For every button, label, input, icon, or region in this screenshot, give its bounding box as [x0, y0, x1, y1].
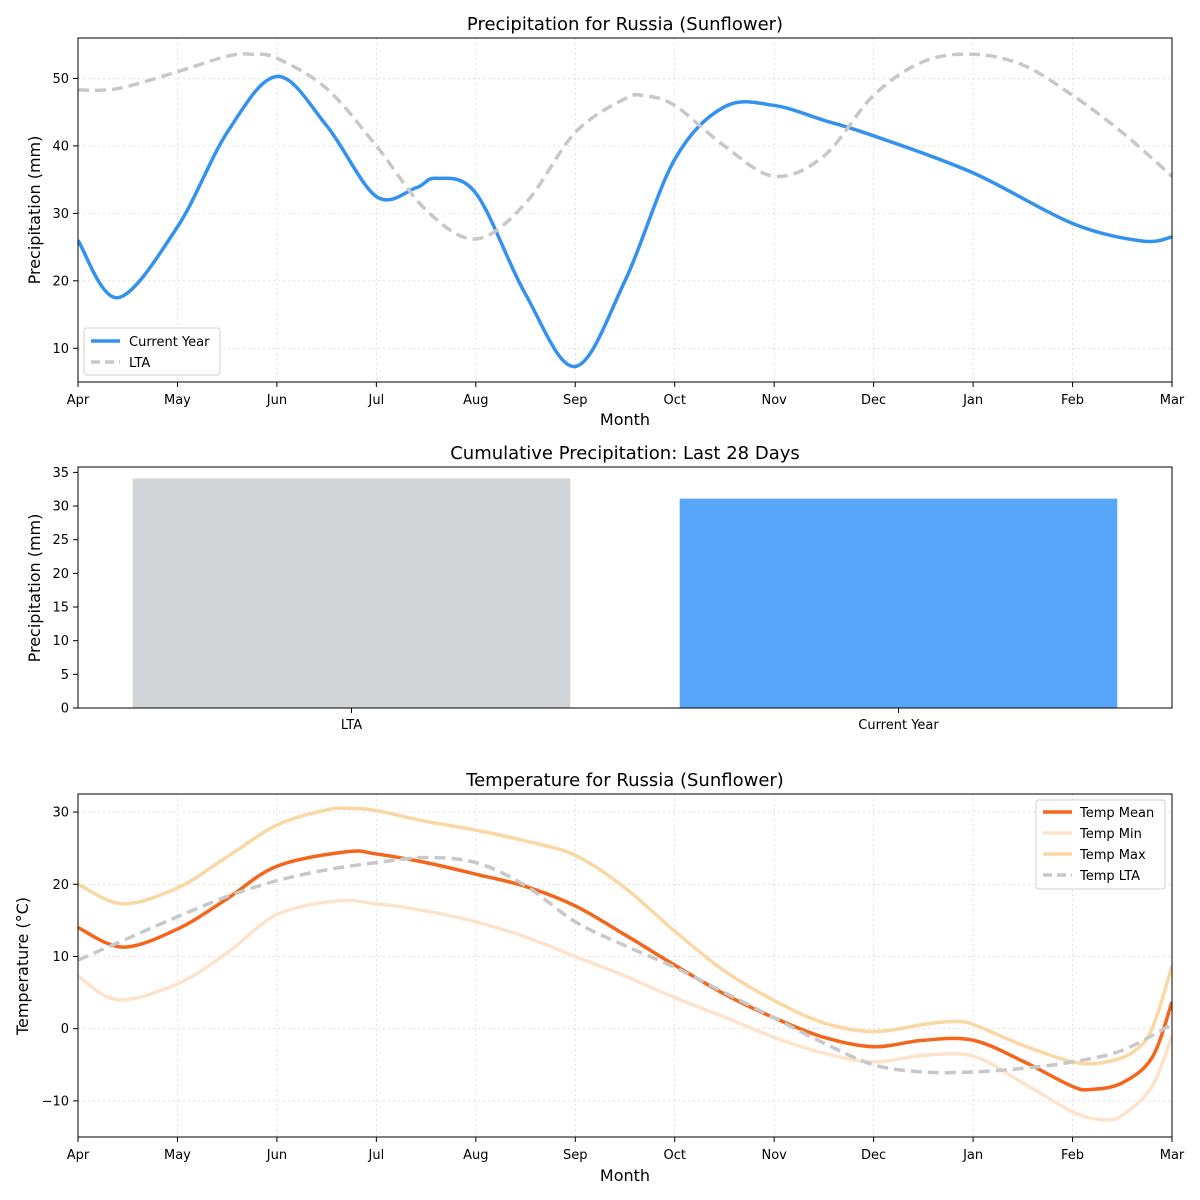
bar-y-tick-label: 5 — [61, 668, 69, 683]
precip-legend-lta: LTA — [129, 356, 150, 371]
temp-x-tick-label: Jul — [368, 1148, 385, 1163]
temp-x-tick-label: Feb — [1061, 1148, 1084, 1163]
temp-chart-title: Temperature for Russia (Sunflower) — [465, 770, 784, 791]
bar-current-year — [679, 498, 1118, 708]
temp-y-axis-title: Temperature (°C) — [13, 897, 32, 1036]
bar-x-tick-label: LTA — [341, 718, 362, 733]
precip-axes: Apr May Jun Jul Aug Sep Oct Nov Dec Jan Feb Mar 10 20… — [52, 72, 1184, 408]
precip-lines — [78, 52, 1172, 369]
bar-lta — [132, 478, 571, 708]
temp-legend-box — [1035, 799, 1166, 890]
temp-x-tick-label: Mar — [1160, 1148, 1185, 1163]
precip-legend: Current Year LTA — [83, 327, 221, 376]
precip-x-tick-label: Dec — [861, 393, 886, 408]
bar-plot-frame — [77, 466, 1173, 709]
bar-x-tick-label: Current Year — [858, 718, 939, 733]
temp-legend-max: Temp Max — [1079, 848, 1146, 863]
precip-x-tick-label: Feb — [1061, 393, 1084, 408]
temp-gridlines — [77, 794, 1173, 1137]
precip-x-tick-label: Oct — [663, 393, 685, 408]
precip-gridlines — [77, 38, 1173, 382]
temp-x-tick-label: Dec — [861, 1148, 886, 1163]
temp-x-tick-label: Nov — [761, 1148, 787, 1163]
bar-y-tick-label: 20 — [52, 567, 69, 582]
cumulative-bar-chart: Cumulative Precipitation: Last 28 Days L… — [25, 443, 1173, 733]
bar-y-tick-label: 30 — [52, 500, 69, 515]
bar-y-tick-label: 35 — [52, 466, 69, 481]
precip-series-current-year-line — [78, 74, 1172, 369]
precip-y-tick-label: 30 — [52, 207, 69, 222]
temp-x-tick-label: Jun — [266, 1148, 287, 1163]
precip-x-tick-label: May — [164, 393, 191, 408]
temp-y-tick-label: 10 — [52, 950, 69, 965]
bar-chart-title: Cumulative Precipitation: Last 28 Days — [450, 443, 800, 464]
precip-x-tick-label: Aug — [463, 393, 488, 408]
bar-y-tick-label: 15 — [52, 601, 69, 616]
bar-y-tick-label: 25 — [52, 533, 69, 548]
precip-x-tick-label: Jan — [962, 393, 983, 408]
precip-y-tick-label: 50 — [52, 72, 69, 87]
precip-y-axis-title: Precipitation (mm) — [25, 136, 44, 285]
temp-legend-mean: Temp Mean — [1079, 806, 1154, 821]
temp-plot-frame — [77, 793, 1173, 1138]
bar-y-tick-label: 0 — [61, 702, 69, 717]
precip-x-tick-label: Sep — [563, 393, 588, 408]
precip-x-tick-label: Mar — [1160, 393, 1185, 408]
temp-series-temp-min-line — [78, 898, 1172, 1122]
temp-y-tick-label: −10 — [42, 1094, 69, 1109]
temp-lines — [78, 806, 1172, 1122]
precip-y-tick-label: 10 — [52, 342, 69, 357]
temp-axes: Apr May Jun Jul Aug Sep Oct Nov Dec Jan Feb Mar −10 0… — [42, 806, 1185, 1163]
precip-series-lta-line — [78, 52, 1172, 241]
precip-x-tick-label: Apr — [67, 393, 90, 408]
temperature-chart: Temperature for Russia (Sunflower) Apr Ma… — [13, 770, 1185, 1185]
temp-series-temp-max-line — [78, 806, 1172, 1066]
temp-series-temp-lta-line — [78, 855, 1172, 1075]
temp-x-tick-label: Jan — [962, 1148, 983, 1163]
temp-x-tick-label: Apr — [67, 1148, 90, 1163]
precip-x-tick-label: Nov — [761, 393, 787, 408]
temp-x-tick-label: Oct — [663, 1148, 685, 1163]
precip-legend-current: Current Year — [129, 335, 210, 350]
precip-y-tick-label: 40 — [52, 139, 69, 154]
precip-chart-title: Precipitation for Russia (Sunflower) — [467, 14, 783, 35]
temp-x-axis-title: Month — [600, 1166, 650, 1185]
temp-x-tick-label: Aug — [463, 1148, 488, 1163]
temp-legend: Temp Mean Temp Min Temp Max Temp LTA — [1035, 799, 1166, 890]
temp-y-tick-label: 30 — [52, 806, 69, 821]
temp-legend-min: Temp Min — [1079, 827, 1142, 842]
precip-x-axis-title: Month — [600, 410, 650, 429]
temp-y-tick-label: 0 — [61, 1022, 69, 1037]
precip-x-tick-label: Jun — [266, 393, 287, 408]
temp-y-tick-label: 20 — [52, 878, 69, 893]
temp-series-temp-mean-line — [78, 849, 1172, 1092]
bar-chart-bars — [132, 478, 1118, 708]
bar-chart-axes: LTA Current Year 0 5 10 15 20 25 30 35 — [52, 466, 939, 733]
precip-x-tick-label: Jul — [368, 393, 385, 408]
temp-x-tick-label: May — [164, 1148, 191, 1163]
temp-legend-lta: Temp LTA — [1079, 869, 1140, 884]
precip-y-tick-label: 20 — [52, 274, 69, 289]
precipitation-chart: Precipitation for Russia (Sunflower) Apr… — [25, 14, 1185, 429]
bar-y-axis-title: Precipitation (mm) — [25, 514, 44, 663]
precip-plot-frame — [77, 37, 1173, 383]
temp-x-tick-label: Sep — [563, 1148, 588, 1163]
bar-y-tick-label: 10 — [52, 634, 69, 649]
